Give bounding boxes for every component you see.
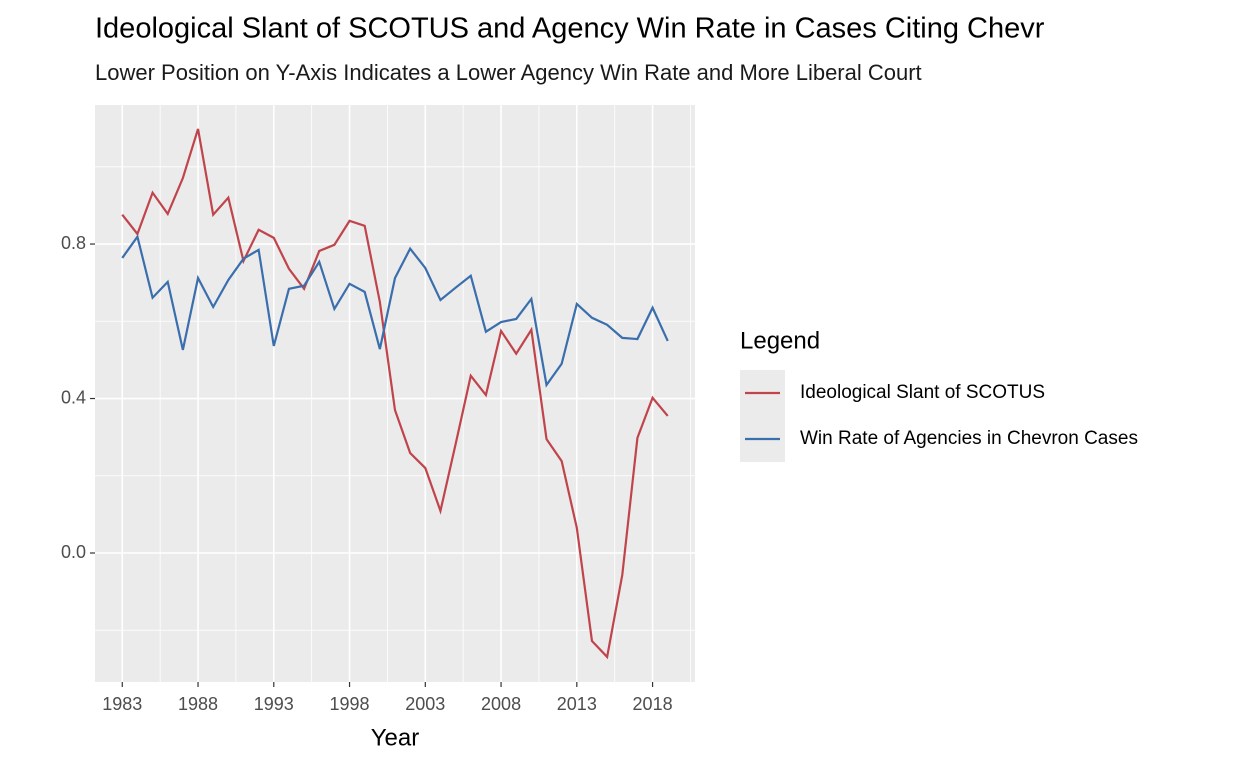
chart-subtitle: Lower Position on Y-Axis Indicates a Low… xyxy=(95,60,922,85)
x-tick-label: 1983 xyxy=(102,694,142,714)
x-axis-title: Year xyxy=(371,724,420,751)
x-tick-label: 2003 xyxy=(405,694,445,714)
x-tick-label: 2018 xyxy=(633,694,673,714)
data-line xyxy=(121,234,669,388)
y-tick-label: 0.8 xyxy=(61,233,86,253)
legend-title: Legend xyxy=(740,327,820,354)
legend-label: Win Rate of Agencies in Chevron Cases xyxy=(800,428,1138,449)
data-line xyxy=(121,128,669,660)
plot-panel xyxy=(95,105,695,682)
x-tick-label: 2008 xyxy=(481,694,521,714)
legend-label: Ideological Slant of SCOTUS xyxy=(800,382,1045,403)
chart-title: Ideological Slant of SCOTUS and Agency W… xyxy=(95,13,1045,45)
y-tick-label: 0.4 xyxy=(61,387,86,407)
x-tick-label: 1993 xyxy=(254,694,294,714)
y-tick-label: 0.0 xyxy=(61,542,86,562)
x-tick-label: 1998 xyxy=(330,694,370,714)
x-tick-label: 1988 xyxy=(178,694,218,714)
x-tick-label: 2013 xyxy=(557,694,597,714)
